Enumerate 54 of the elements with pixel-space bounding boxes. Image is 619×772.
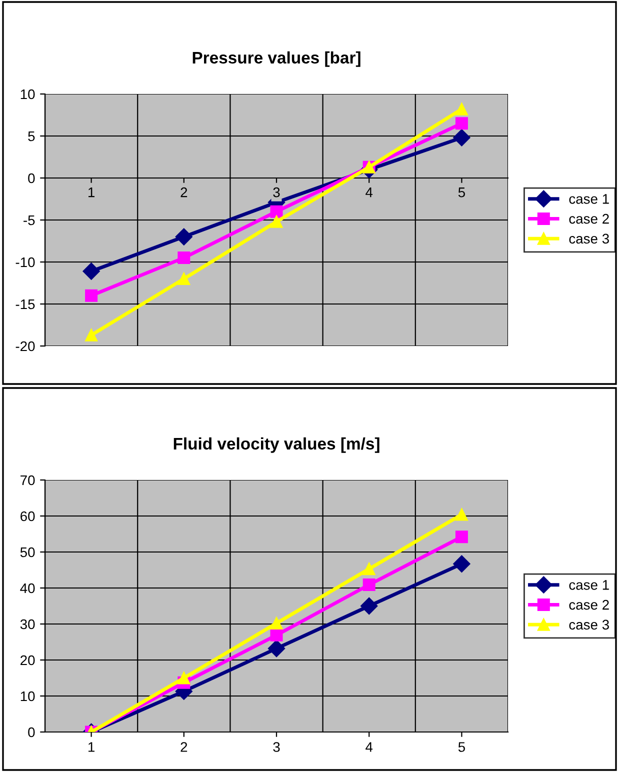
point	[178, 672, 190, 684]
y-tick-label: 0	[28, 173, 35, 184]
point	[270, 617, 283, 630]
point	[453, 555, 470, 572]
x-tick-label: 5	[458, 188, 465, 198]
point	[270, 628, 283, 642]
x-tick-label: 4	[366, 188, 373, 198]
legend-label: case 3	[569, 620, 609, 630]
point	[455, 530, 468, 544]
point	[85, 289, 98, 302]
y-tick-label: -5	[24, 215, 35, 226]
y-tick-label: -10	[16, 257, 35, 268]
y-tick-label: 30	[20, 619, 35, 630]
y-tick-label: 50	[20, 547, 35, 558]
y-tick-label: 10	[20, 89, 35, 100]
point	[270, 215, 283, 228]
x-tick-label: 4	[366, 742, 373, 752]
point	[85, 328, 98, 342]
x-tick-label: 1	[88, 742, 94, 752]
point	[270, 205, 283, 218]
point	[178, 252, 190, 264]
y-tick-label: 70	[20, 475, 35, 486]
legend-label: case 1	[569, 580, 609, 590]
x-tick-label: 5	[458, 742, 465, 752]
point	[362, 578, 376, 592]
point	[455, 117, 468, 130]
legend-label: case 3	[569, 234, 609, 244]
y-tick-label: -20	[16, 341, 35, 352]
x-tick-label: 2	[180, 187, 188, 198]
x-tick-label: 3	[273, 187, 280, 198]
y-tick-label: 5	[28, 131, 35, 142]
y-tick-label: 20	[20, 655, 35, 666]
point	[178, 272, 190, 286]
y-tick-label: 0	[28, 727, 35, 738]
y-tick-label: 40	[20, 583, 35, 594]
legend-label: case 1	[569, 194, 609, 204]
x-tick-label: 1	[88, 188, 94, 198]
point	[362, 562, 376, 576]
point	[455, 102, 468, 116]
chart-title: Fluid velocity values [m/s]	[174, 437, 380, 453]
point	[175, 228, 192, 246]
y-tick-label: -15	[16, 299, 35, 310]
point	[453, 129, 470, 146]
point	[360, 597, 378, 615]
point	[82, 262, 100, 280]
y-tick-label: 60	[20, 511, 35, 522]
x-tick-label: 3	[273, 742, 280, 752]
legend-label: case 2	[569, 600, 609, 610]
legend-label: case 2	[569, 214, 609, 224]
chart-title: Pressure values [bar]	[192, 51, 360, 67]
point	[455, 508, 468, 521]
point	[268, 640, 286, 658]
x-tick-label: 2	[180, 742, 188, 752]
y-tick-label: 10	[20, 691, 35, 702]
